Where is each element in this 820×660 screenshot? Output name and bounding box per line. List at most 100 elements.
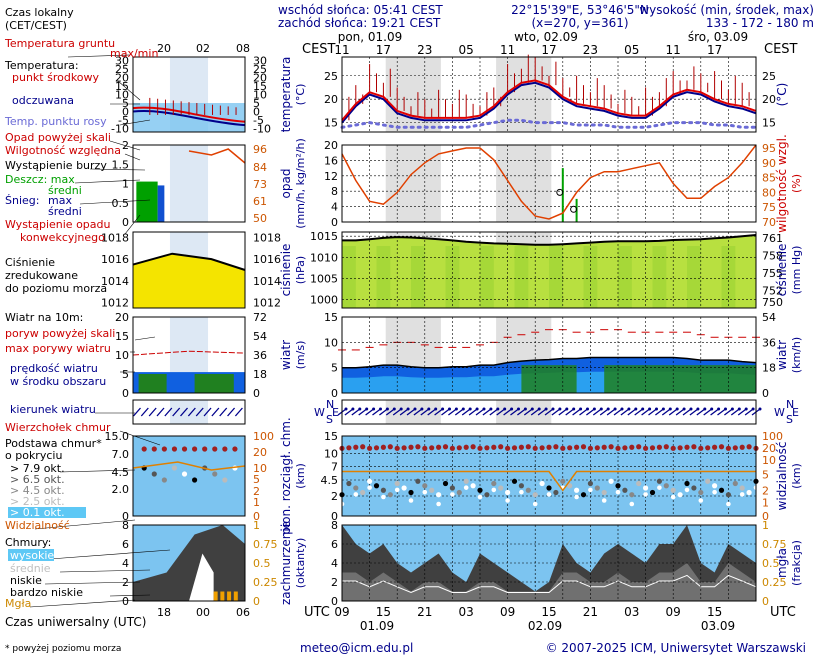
- cloud-base-dot: [539, 480, 545, 487]
- cover-rtick: 0.5: [762, 557, 780, 570]
- wind-arrow: [537, 408, 547, 416]
- wind-arrow-head: [751, 407, 755, 411]
- legend-temp-rtick: 15: [253, 80, 267, 93]
- cloud-rtick: 20: [762, 442, 776, 455]
- precip-ltick: 0: [331, 216, 338, 229]
- legend-panel-border: [132, 524, 246, 602]
- legend-precip-tick: 0.5: [112, 197, 130, 210]
- utc-hour: 15: [707, 605, 722, 619]
- cb-top-dot: [463, 444, 469, 450]
- cb-top-dot: [670, 445, 676, 451]
- day-label-3: śro, 03.09: [688, 30, 748, 44]
- cloud-base-dot: [663, 483, 669, 489]
- cest-hour: 17: [707, 43, 722, 57]
- wind-arrow: [661, 408, 671, 416]
- legend-wind-arrow: [172, 407, 181, 417]
- legend-hour-2: 02: [196, 42, 210, 55]
- temp-ltick: 15: [324, 117, 338, 130]
- legend-temperature: Temperatura:: [4, 59, 79, 72]
- precip-left-unit: (mm/h, kg/m²/h): [294, 138, 307, 229]
- cb-top-dot: [622, 445, 628, 451]
- legend-leader: [34, 519, 136, 530]
- cloud-base-dot: [746, 489, 752, 496]
- wind-arrow-head: [661, 407, 665, 411]
- cloud-rtick: 0: [762, 510, 769, 523]
- legend-panel-border: [132, 435, 246, 517]
- utc-hour: 03: [624, 605, 639, 619]
- legend-vis-line: [132, 461, 246, 471]
- wind-arrow: [710, 408, 719, 416]
- wind-rtick: 18: [762, 362, 776, 375]
- wind-arrow: [641, 408, 650, 416]
- temp-rtick: 15: [762, 117, 776, 130]
- wind-arrow: [517, 408, 526, 416]
- cb-top-dot: [380, 444, 386, 450]
- legend-cb-dot: [141, 446, 147, 452]
- cloud-base-dot: [546, 485, 552, 491]
- wind-arrow-head: [406, 407, 410, 411]
- cloud-base-dot: [649, 489, 656, 496]
- wind-arrow: [461, 408, 471, 416]
- utc-hour: 09: [666, 605, 681, 619]
- pressure-border: [341, 231, 757, 309]
- cloud-base-dot: [587, 480, 594, 487]
- wind-speed-line: [342, 356, 757, 369]
- wind-arrow: [392, 408, 402, 416]
- cb-top-dot: [360, 444, 366, 450]
- wind-arrow-head: [648, 407, 652, 411]
- legend-by-cover: o pokryciu: [5, 449, 62, 462]
- legend-gust-above: poryw powyżej skali: [5, 327, 115, 340]
- cloud-left-title: pion. rozciągł. chm.: [279, 417, 293, 535]
- precip-rtick: 70: [762, 216, 776, 229]
- pressure-rtick: 761: [762, 232, 783, 245]
- cover-left-unit: (oktanty): [294, 538, 307, 589]
- compass-r-0: N: [786, 398, 794, 411]
- wind-arrow-head: [351, 407, 355, 411]
- precip-right-title: wilgotność wzgl.: [775, 134, 789, 233]
- legend-soil-maxmin: max/min: [110, 47, 158, 60]
- wind-arrow-head: [344, 407, 348, 411]
- cloud-rtick: 5: [762, 468, 769, 481]
- bottom-day-3: 03.09: [701, 619, 735, 633]
- wind-arrow: [441, 408, 450, 416]
- wind-arrow-head: [565, 407, 569, 411]
- legend-wind-arrow: [140, 407, 149, 417]
- wind-arrow-head: [454, 407, 458, 411]
- legend-leader: [29, 599, 136, 608]
- wind-arrow: [489, 408, 499, 416]
- wind-arrow: [475, 408, 485, 416]
- cloud-base-dot: [442, 480, 449, 487]
- legend-panel-border: [132, 231, 246, 309]
- legend-rain-mid: średni: [48, 184, 82, 197]
- wind-arrow: [420, 408, 430, 416]
- wind-arrow: [365, 408, 374, 416]
- legend-utc-hour-2: 00: [196, 606, 210, 619]
- wind-arrow: [724, 408, 733, 416]
- cover-left-title: zachmurzenie: [279, 521, 293, 605]
- cover-right-unit: (frakcja): [790, 540, 803, 586]
- footer-email[interactable]: meteo@icm.edu.pl: [300, 641, 413, 655]
- legend-precip-above: Opad powyżej skali: [5, 131, 111, 144]
- cb-top-dot: [484, 445, 490, 451]
- wind-arrow: [468, 408, 478, 416]
- cloud-base-dot-low: [574, 494, 579, 500]
- cloud-ltick: 15: [324, 430, 338, 443]
- wind-arrow: [358, 408, 368, 416]
- precip-border: [341, 144, 757, 223]
- legend-cover-low: [133, 525, 245, 601]
- legend-leader: [79, 199, 151, 205]
- cloud-base-dot-low: [601, 498, 607, 503]
- cb-top-dot: [401, 445, 407, 451]
- legend-fog-bar: [220, 591, 225, 601]
- cest-hour: 11: [666, 43, 681, 57]
- precip-right-unit: (%): [790, 174, 803, 193]
- legend-cover-ltick: 8: [122, 519, 129, 532]
- wind-arrow: [703, 408, 713, 416]
- cb-top-dot: [442, 444, 449, 450]
- precip-rtick: 95: [762, 142, 776, 155]
- bottom-day-2: 02.09: [528, 619, 562, 633]
- wind-arrow-head: [441, 407, 445, 411]
- cloud-base-dot: [408, 489, 414, 496]
- legend-vis-rtick: 2: [253, 485, 260, 498]
